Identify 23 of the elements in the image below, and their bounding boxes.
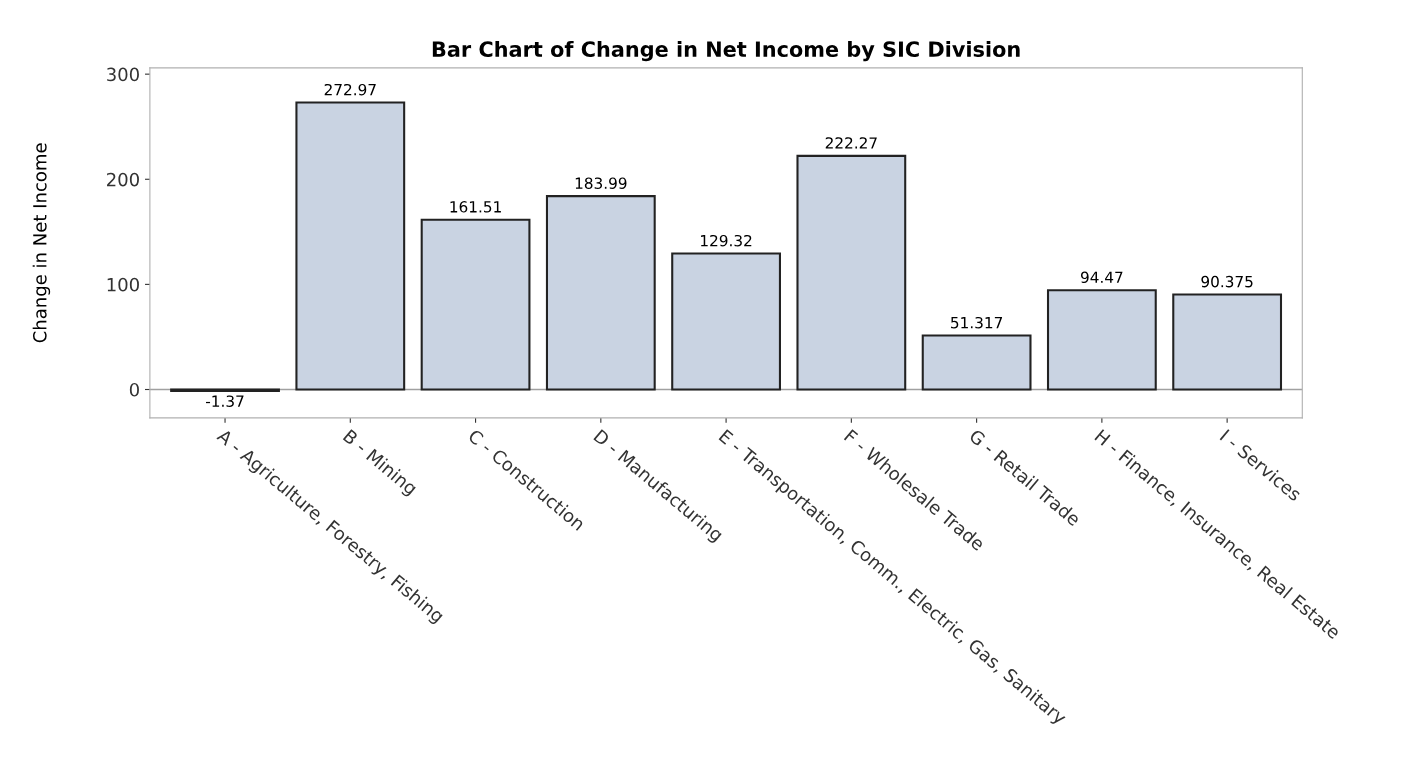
bar <box>420 218 531 391</box>
bar <box>295 101 406 391</box>
bar <box>1046 289 1157 391</box>
chart-title: Bar Chart of Change in Net Income by SIC Division <box>432 40 1020 62</box>
data-label: 90.375 <box>1201 275 1253 288</box>
bar <box>921 334 1032 391</box>
data-label: 272.97 <box>324 83 376 96</box>
data-label: -1.37 <box>206 395 244 407</box>
data-label: 183.99 <box>575 177 627 189</box>
data-label: 161.51 <box>450 201 501 213</box>
y-tick-label: 100 <box>107 277 139 292</box>
bar <box>671 252 781 391</box>
y-axis-title: Change in Net Income <box>32 143 51 343</box>
data-label: 94.47 <box>1080 271 1123 284</box>
bar <box>1172 293 1283 391</box>
data-label: 51.317 <box>951 316 1003 329</box>
data-label: 129.32 <box>701 234 752 247</box>
bar <box>545 195 656 391</box>
y-tick-label: 0 <box>129 382 139 397</box>
y-tick-label: 300 <box>107 67 139 82</box>
data-label: 222.27 <box>825 137 877 149</box>
y-tick-label: 200 <box>107 172 139 187</box>
bar <box>796 154 907 391</box>
